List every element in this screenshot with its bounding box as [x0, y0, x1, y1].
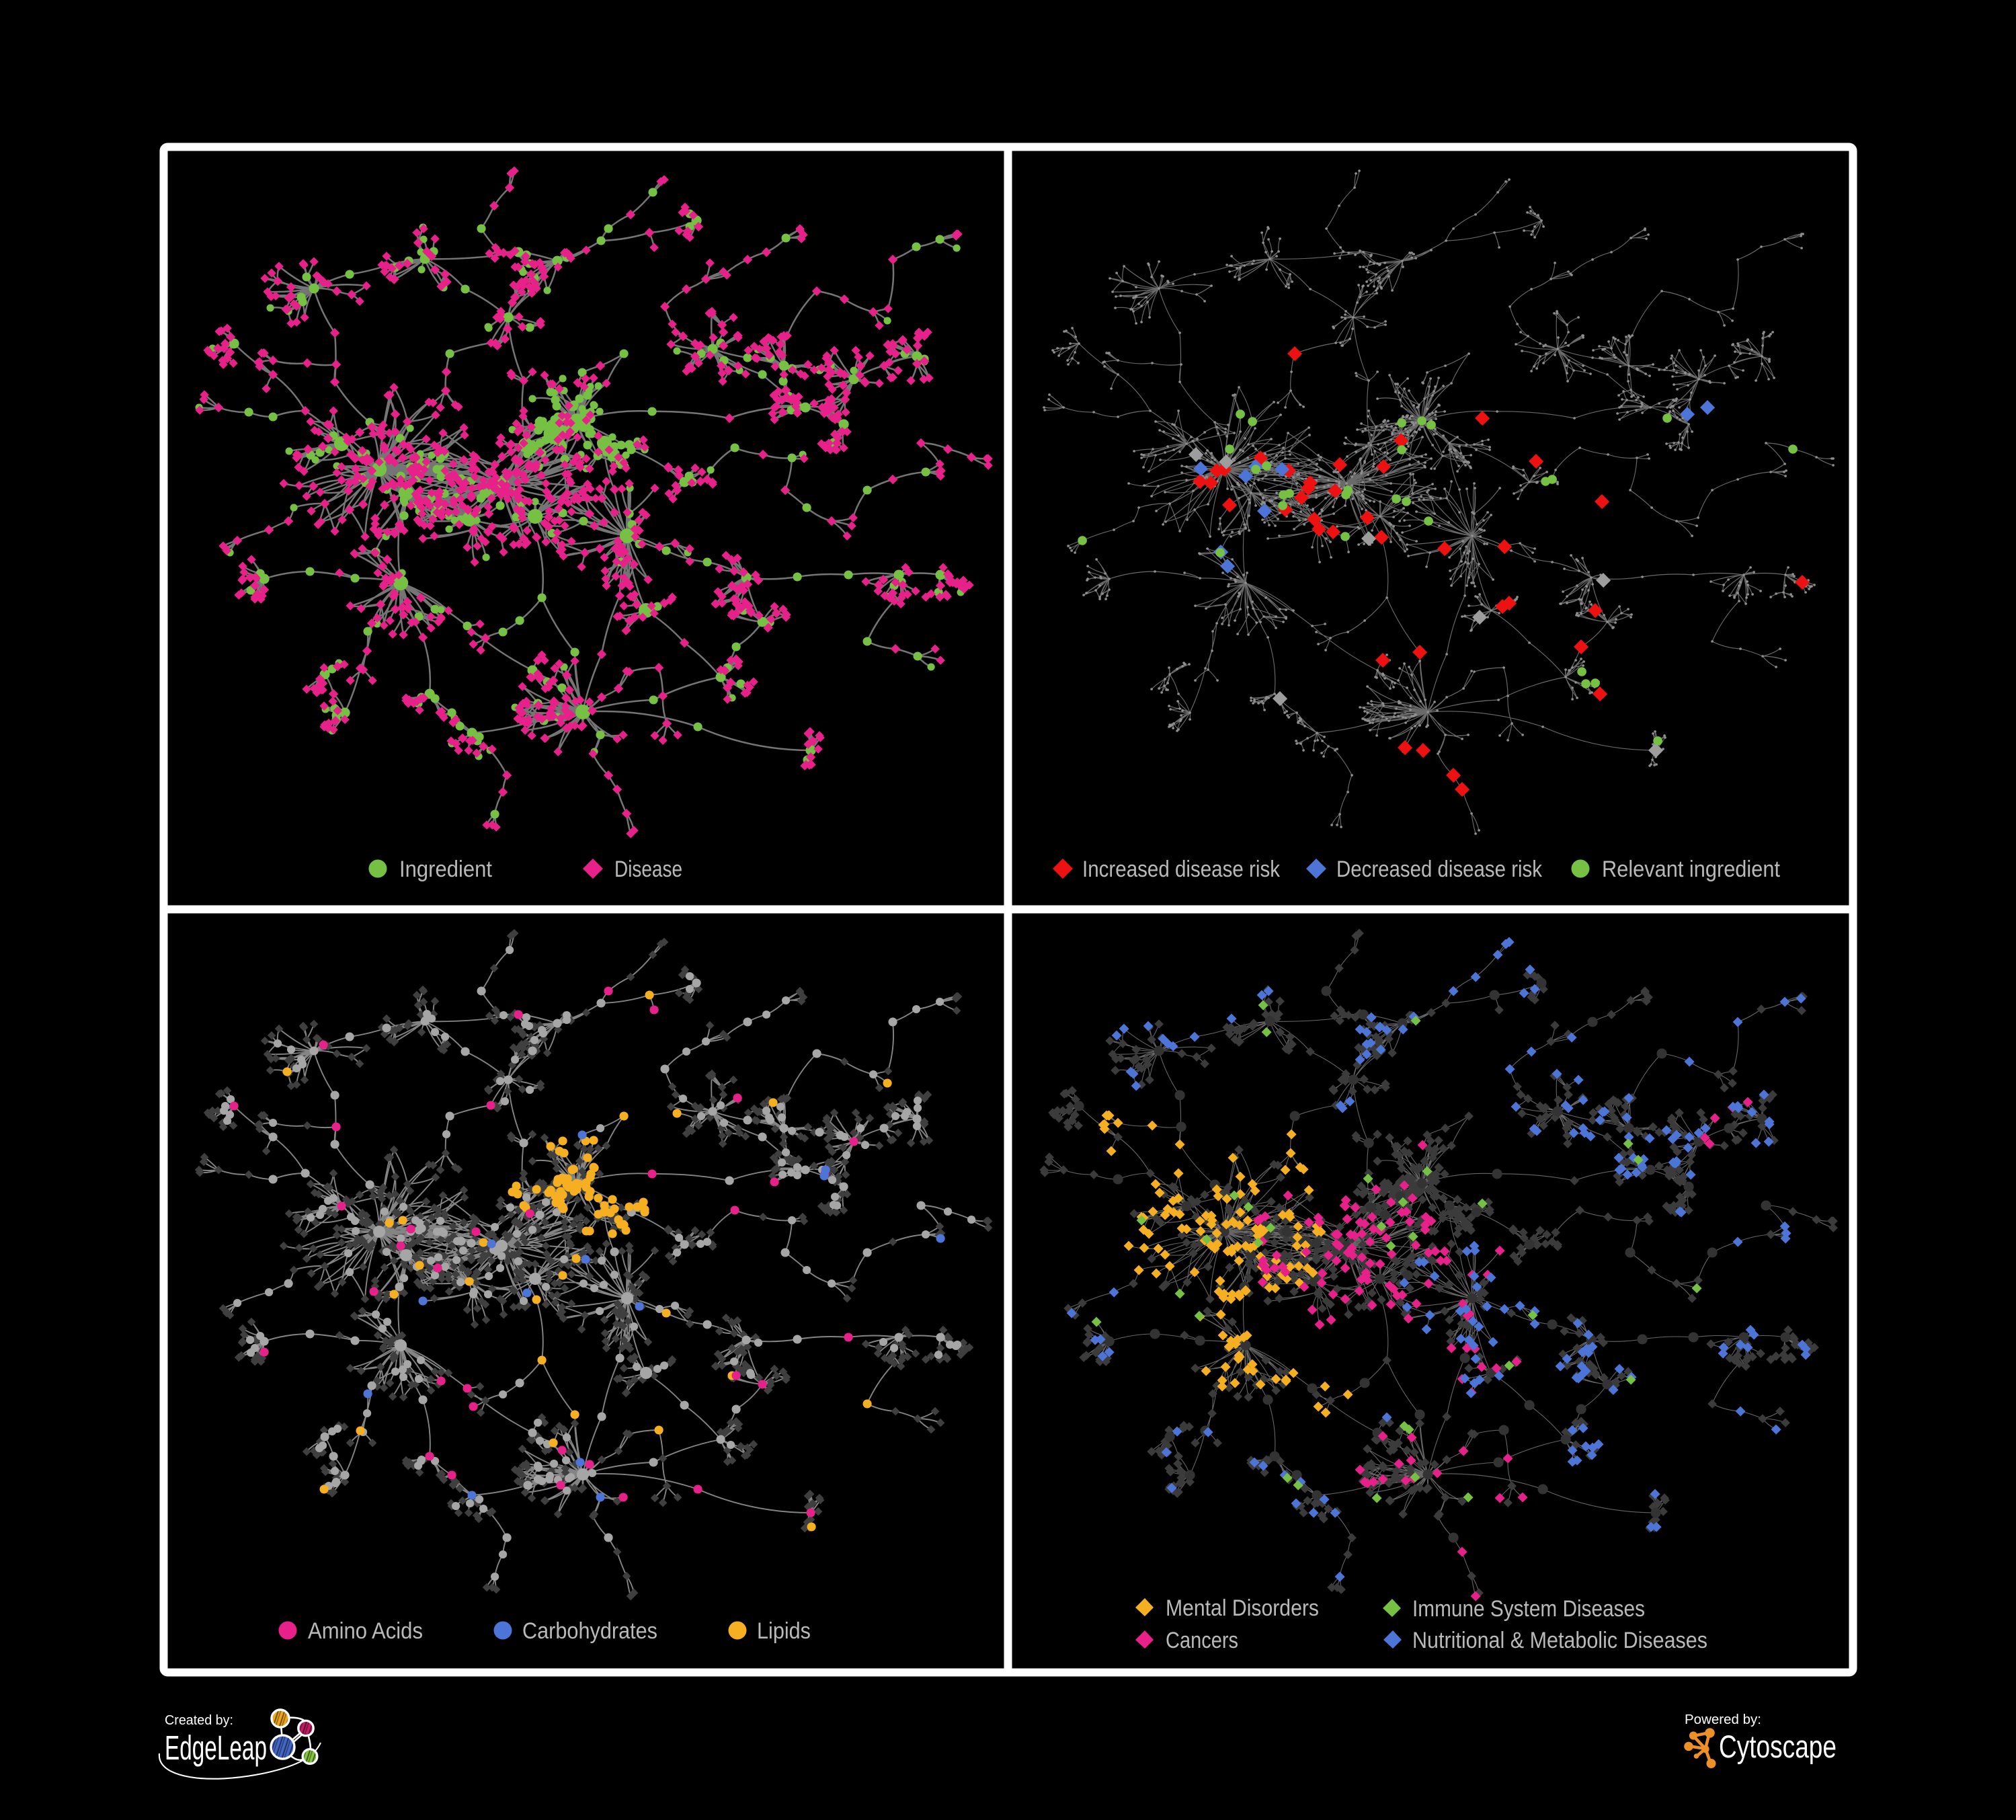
svg-text:Lipids: Lipids	[757, 1618, 811, 1644]
svg-text:Carbohydrates: Carbohydrates	[522, 1618, 657, 1644]
svg-text:EdgeLeap: EdgeLeap	[165, 1729, 267, 1767]
svg-text:Increased disease risk: Increased disease risk	[1082, 857, 1281, 882]
svg-text:Decreased disease risk: Decreased disease risk	[1336, 857, 1543, 882]
svg-text:Amino Acids: Amino Acids	[308, 1618, 423, 1644]
svg-text:Relevant ingredient: Relevant ingredient	[1602, 857, 1781, 882]
svg-text:Disease: Disease	[614, 857, 682, 882]
svg-text:Nutritional & Metabolic Diseas: Nutritional & Metabolic Diseases	[1412, 1628, 1707, 1653]
svg-text:Cancers: Cancers	[1166, 1628, 1238, 1653]
svg-text:Immune System Diseases: Immune System Diseases	[1412, 1596, 1645, 1622]
svg-text:Created by:: Created by:	[165, 1713, 233, 1728]
svg-text:Cytoscape: Cytoscape	[1719, 1729, 1837, 1764]
svg-text:Ingredient: Ingredient	[399, 857, 492, 882]
svg-text:Powered by:: Powered by:	[1685, 1712, 1761, 1727]
svg-text:Mental Disorders: Mental Disorders	[1166, 1595, 1319, 1621]
